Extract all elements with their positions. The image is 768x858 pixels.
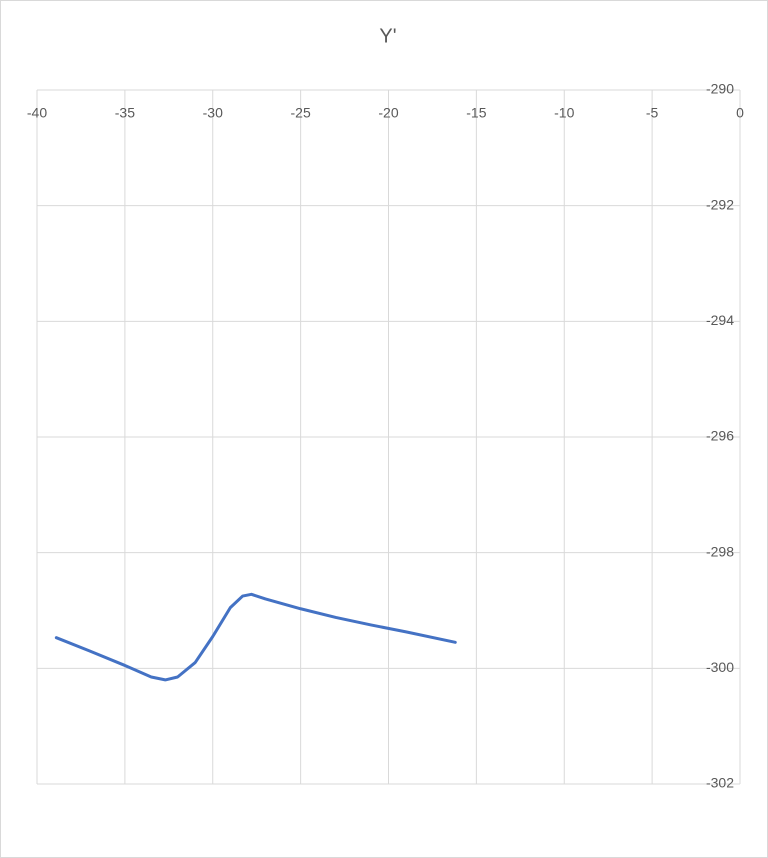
y-tick-label: -296 [706, 428, 734, 444]
x-tick-label: -20 [378, 105, 398, 121]
chart-title: Y' [379, 25, 396, 47]
x-tick-label: -25 [291, 105, 311, 121]
y-tick-label: -294 [706, 312, 734, 328]
y-tick-label: -292 [706, 196, 734, 212]
x-tick-label: -5 [646, 105, 659, 121]
y-tick-label: -290 [706, 81, 734, 97]
x-tick-label: -10 [554, 105, 574, 121]
y-tick-label: -298 [706, 543, 734, 559]
data-line [54, 592, 457, 682]
x-tick-label: -40 [27, 105, 47, 121]
x-tick-label: 0 [736, 105, 744, 121]
y-tick-label: -300 [706, 659, 734, 675]
x-tick-label: -35 [115, 105, 135, 121]
x-tick-label: -15 [466, 105, 486, 121]
y-tick-label: -302 [706, 775, 734, 791]
x-tick-label: -30 [203, 105, 223, 121]
